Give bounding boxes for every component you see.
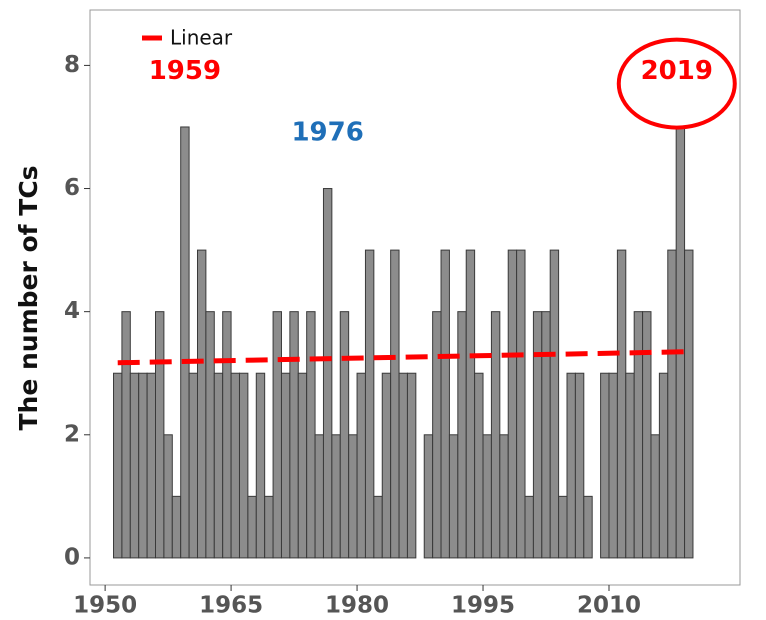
bar [457, 311, 467, 559]
x-tick-label: 2010 [577, 593, 641, 617]
bar [633, 311, 644, 559]
bar [558, 495, 568, 559]
bar [356, 372, 366, 559]
bar [448, 434, 459, 559]
bar [348, 434, 358, 559]
bar [566, 372, 576, 559]
bar [574, 372, 585, 559]
bar [238, 372, 249, 559]
bar [306, 311, 316, 559]
bar [222, 311, 232, 559]
x-tick-label: 1965 [199, 593, 263, 617]
bar [280, 372, 291, 559]
annotation: 1959 [149, 56, 221, 86]
bar [440, 249, 450, 559]
bar [684, 249, 694, 559]
bar [541, 311, 551, 559]
bar [155, 311, 165, 559]
bar [516, 249, 526, 559]
bar [423, 434, 434, 559]
annotation-circle [616, 37, 737, 130]
y-tick-label: 2 [64, 421, 80, 447]
legend-label: Linear [170, 26, 233, 50]
bar [650, 434, 660, 559]
bar [616, 249, 627, 559]
bar [247, 495, 257, 559]
x-tick-label: 1980 [325, 593, 389, 617]
bar [255, 372, 266, 559]
bar [188, 372, 198, 559]
bar [625, 372, 635, 559]
bar [121, 311, 131, 559]
bar [129, 372, 140, 559]
bar [549, 249, 560, 559]
x-tick-label: 1950 [73, 593, 137, 617]
bar [314, 434, 324, 559]
bar [499, 434, 509, 559]
bar [667, 249, 677, 559]
bar [113, 372, 123, 559]
bar [642, 311, 652, 559]
bar [465, 249, 476, 559]
bar [146, 372, 157, 559]
bar [398, 372, 408, 559]
bar [600, 372, 610, 559]
bar [205, 311, 215, 559]
bar [138, 372, 148, 559]
bar [272, 311, 282, 559]
annotation: 2019 [641, 56, 713, 86]
bar [608, 372, 618, 559]
bar [180, 126, 190, 559]
bar [339, 311, 350, 559]
bar [474, 372, 484, 559]
bar [331, 434, 341, 559]
bar [381, 372, 392, 559]
bar [230, 372, 240, 559]
bar [507, 249, 518, 559]
plot-frame [89, 9, 741, 586]
bar [532, 311, 543, 559]
bar [406, 372, 417, 559]
bar [524, 495, 534, 559]
y-tick-label: 8 [64, 52, 80, 78]
bar [163, 434, 173, 559]
bar [322, 188, 333, 559]
annotation: 1976 [291, 118, 363, 148]
y-tick-label: 0 [64, 544, 80, 570]
y-tick-label: 6 [64, 175, 80, 201]
x-tick-label: 1995 [451, 593, 515, 617]
bar [264, 495, 274, 559]
bar [171, 495, 182, 559]
bar [390, 249, 400, 559]
bar [482, 434, 492, 559]
bar [213, 372, 224, 559]
bar [373, 495, 383, 559]
bar [658, 372, 669, 559]
bar [289, 311, 299, 559]
bar [490, 311, 501, 559]
bar [583, 495, 593, 559]
bar [297, 372, 308, 559]
y-tick-label: 4 [64, 298, 80, 324]
y-axis-label: The number of TCs [14, 165, 43, 430]
bar [675, 126, 686, 559]
bar [364, 249, 375, 559]
bar [196, 249, 207, 559]
bar [432, 311, 442, 559]
